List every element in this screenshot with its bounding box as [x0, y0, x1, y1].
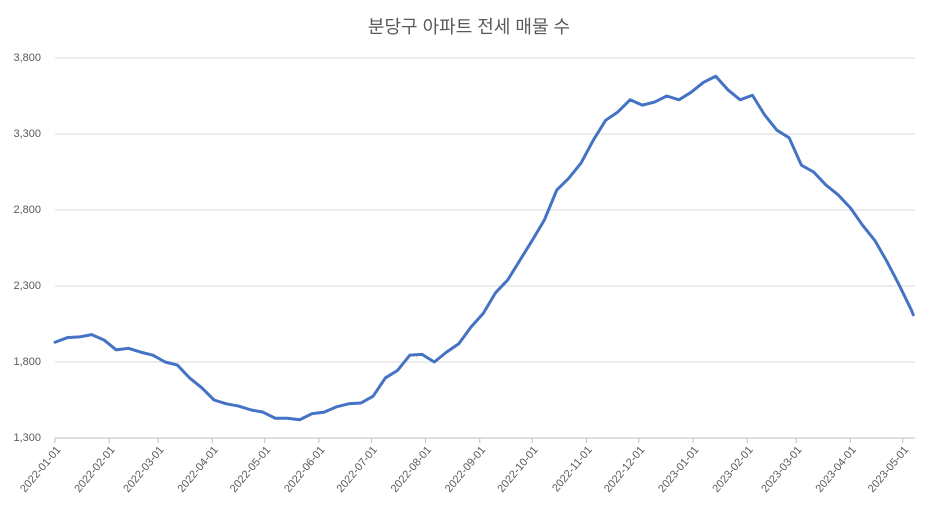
- x-tick-label: 2023-02-01: [710, 444, 755, 495]
- data-line: [53, 74, 915, 422]
- x-tick-label: 2022-05-01: [228, 444, 273, 495]
- x-tick-label: 2023-04-01: [813, 444, 858, 495]
- x-tick-label: 2022-03-01: [121, 444, 166, 495]
- x-tick-label: 2022-01-01: [18, 444, 63, 495]
- x-tick-label: 2023-01-01: [656, 444, 701, 495]
- y-tick-label: 1,300: [13, 432, 41, 444]
- x-tick-label: 2022-07-01: [335, 444, 380, 495]
- y-tick-label: 3,300: [13, 128, 41, 140]
- x-tick-label: 2022-02-01: [72, 444, 117, 495]
- y-tick-label: 3,800: [13, 52, 41, 64]
- x-tick-label: 2022-09-01: [443, 444, 488, 495]
- y-tick-label: 2,800: [13, 204, 41, 216]
- y-tick-label: 1,800: [13, 356, 41, 368]
- x-tick-label: 2023-03-01: [759, 444, 804, 495]
- y-tick-label: 2,300: [13, 280, 41, 292]
- x-tick-label: 2022-12-01: [602, 444, 647, 495]
- x-tick-label: 2022-06-01: [282, 444, 327, 495]
- x-tick-label: 2022-10-01: [495, 444, 540, 495]
- x-tick-label: 2022-11-01: [550, 444, 595, 494]
- x-tick-label: 2022-08-01: [389, 444, 434, 495]
- x-tick-label: 2023-05-01: [866, 444, 911, 495]
- chart-title: 분당구 아파트 전세 매물 수: [368, 17, 570, 37]
- x-tick-label: 2022-04-01: [175, 444, 220, 495]
